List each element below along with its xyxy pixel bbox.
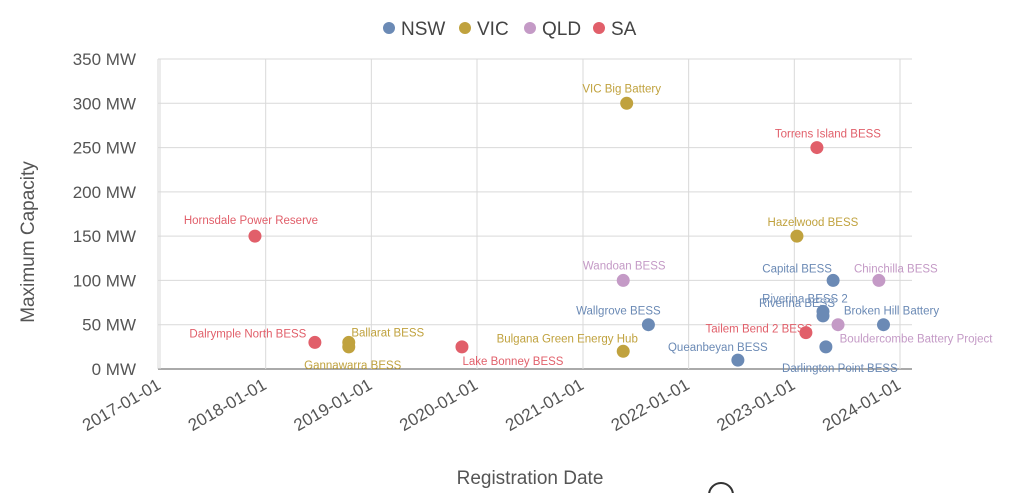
x-tick-label: 2020-01-01 <box>396 375 481 435</box>
point-labels: Wallgrove BESS Queanbeyan BESS Capital BES… <box>184 83 993 375</box>
x-tick-label: 2022-01-01 <box>608 375 693 435</box>
label-dalrymple-north-bess: Dalrymple North BESS <box>189 328 306 340</box>
point-darlington-point-bess[interactable] <box>819 340 833 354</box>
label-riverina-bess-2: Riverina BESS 2 <box>762 293 848 305</box>
label-ballarat-bess: Ballarat BESS <box>351 327 424 339</box>
point-wandoan-bess[interactable] <box>616 273 630 287</box>
label-vic-big-battery: VIC Big Battery <box>582 83 661 95</box>
y-tick-label: 150 MW <box>73 227 136 246</box>
chart-legend: NSW VIC QLD SA <box>383 19 637 40</box>
point-gannawarra-bess[interactable] <box>342 340 356 354</box>
y-tick-label: 100 MW <box>73 271 136 290</box>
y-axis-title: Maximum Capacity <box>18 161 39 323</box>
point-bouldercombe-battery-project[interactable] <box>831 318 845 332</box>
y-tick-label: 0 MW <box>92 360 136 379</box>
data-points <box>248 96 890 367</box>
grid <box>158 58 912 370</box>
point-torrens-island-bess[interactable] <box>810 141 824 155</box>
x-tick-label: 2019-01-01 <box>291 375 376 435</box>
point-hornsdale-power-reserve[interactable] <box>248 229 262 243</box>
label-bulgana-green-energy-hub: Bulgana Green Energy Hub <box>497 333 638 345</box>
x-tick-label: 2017-01-01 <box>79 375 164 435</box>
legend-label-sa: SA <box>611 19 637 40</box>
point-riverina-bess[interactable] <box>816 309 830 323</box>
label-queanbeyan-bess: Queanbeyan BESS <box>668 342 768 354</box>
legend-marker-qld <box>524 22 536 34</box>
legend-label-vic: VIC <box>477 19 509 40</box>
point-dalrymple-north-bess[interactable] <box>308 335 322 349</box>
y-tick-label: 350 MW <box>73 50 136 69</box>
legend-marker-nsw <box>383 22 395 34</box>
label-wallgrove-bess: Wallgrove BESS <box>576 306 661 318</box>
y-tick-label: 250 MW <box>73 139 136 158</box>
label-torrens-island-bess: Torrens Island BESS <box>775 129 881 141</box>
label-broken-hill-battery: Broken Hill Battery <box>844 306 939 318</box>
point-bulgana-green-energy-hub[interactable] <box>616 344 630 358</box>
point-hazelwood-bess[interactable] <box>790 229 804 243</box>
label-lake-bonney-bess: Lake Bonney BESS <box>462 356 563 368</box>
y-tick-label: 300 MW <box>73 94 136 113</box>
point-broken-hill-battery[interactable] <box>876 318 890 332</box>
point-tailem-bend-2-bess[interactable] <box>799 326 813 340</box>
label-hornsdale-power-reserve: Hornsdale Power Reserve <box>184 215 318 227</box>
label-gannawarra-bess: Gannawarra BESS <box>304 360 401 372</box>
legend-label-qld: QLD <box>542 19 581 40</box>
x-tick-label: 2021-01-01 <box>502 375 587 435</box>
label-chinchilla-bess: Chinchilla BESS <box>854 263 938 275</box>
legend-marker-vic <box>459 22 471 34</box>
x-axis-title: Registration Date <box>457 468 604 489</box>
point-queanbeyan-bess[interactable] <box>731 353 745 367</box>
label-bouldercombe-battery-project: Bouldercombe Battery Project <box>840 334 994 346</box>
y-tick-label: 50 MW <box>82 316 136 335</box>
brand-logo-icon <box>708 482 734 493</box>
x-tick-label: 2018-01-01 <box>185 375 270 435</box>
point-chinchilla-bess[interactable] <box>872 273 886 287</box>
label-darlington-point-bess: Darlington Point BESS <box>782 363 898 375</box>
x-tick-label: 2023-01-01 <box>714 375 799 435</box>
point-vic-big-battery[interactable] <box>620 96 634 110</box>
x-tick-label: 2024-01-01 <box>819 375 904 435</box>
point-lake-bonney-bess[interactable] <box>455 340 469 354</box>
label-riverina-bess: Riverina BESS <box>759 298 835 310</box>
y-tick-label: 200 MW <box>73 183 136 202</box>
label-capital-bess: Capital BESS <box>762 263 832 275</box>
axes: 0 MW 50 MW 100 MW 150 MW 200 MW 250 MW 300 MW 3… <box>73 50 904 435</box>
legend-label-nsw: NSW <box>401 19 445 40</box>
label-wandoan-bess: Wandoan BESS <box>583 260 666 272</box>
label-hazelwood-bess: Hazelwood BESS <box>768 217 859 229</box>
point-capital-bess[interactable] <box>826 273 840 287</box>
legend-marker-sa <box>593 22 605 34</box>
label-tailem-bend-2-bess: Tailem Bend 2 BESS <box>706 324 813 336</box>
point-wallgrove-bess[interactable] <box>641 318 655 332</box>
